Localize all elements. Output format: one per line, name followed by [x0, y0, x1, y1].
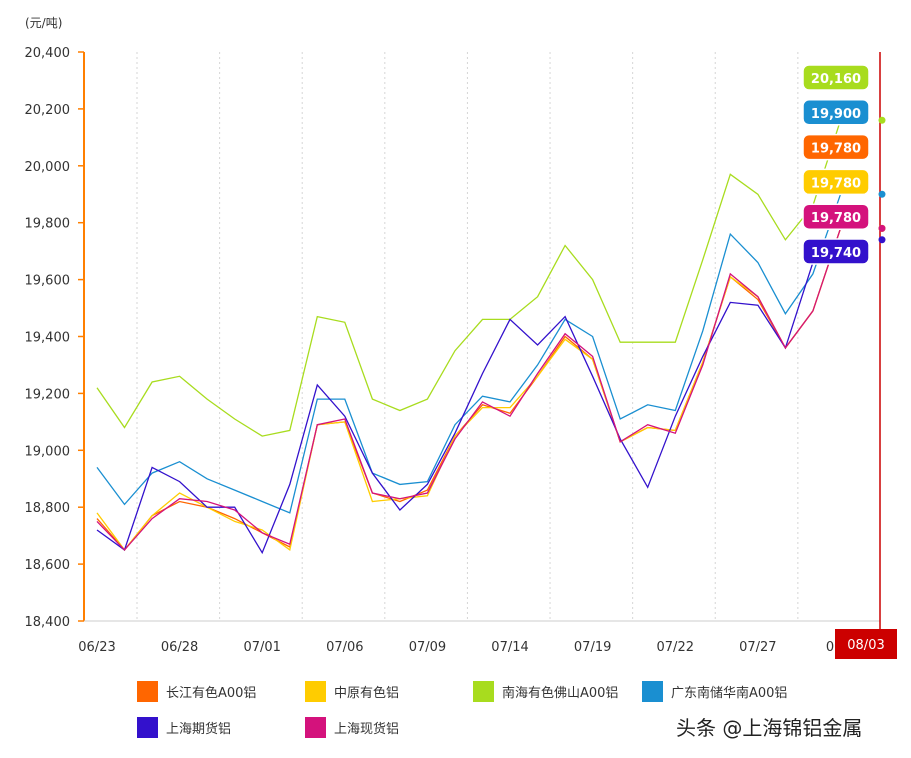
series-line-南海有色佛山A00铝: [96, 120, 842, 437]
series-line-上海现货铝: [96, 228, 842, 551]
y-tick-label: 20,000: [25, 160, 71, 175]
legend-swatch: [137, 716, 158, 738]
legend-item[interactable]: 广东南储华南A00铝: [642, 680, 787, 702]
callout-value: 20,160: [811, 72, 861, 87]
cursor-date-label: 08/03: [847, 638, 884, 653]
cursor-date-badge: [835, 629, 897, 659]
legend-label: 南海有色佛山A00铝: [502, 685, 619, 701]
callout-box: [802, 133, 870, 161]
x-tick-label: 06/28: [161, 640, 198, 655]
watermark: 头条 @上海锦铝金属: [676, 716, 863, 740]
legend-item[interactable]: 上海现货铝: [305, 716, 399, 738]
x-tick-label: 07/09: [409, 640, 446, 655]
legend-item[interactable]: 上海期货铝: [137, 716, 231, 738]
legend-swatch: [642, 680, 663, 702]
x-tick-label: 07/01: [243, 640, 280, 655]
series-line-上海期货铝: [96, 239, 841, 555]
y-tick-label: 18,800: [25, 501, 71, 516]
series-lines: [96, 120, 842, 555]
y-tick-label: 20,200: [25, 103, 71, 118]
endpoint-dot: [878, 190, 886, 198]
series-line-广东南储华南A00铝: [96, 194, 842, 514]
legend-swatch: [473, 680, 494, 702]
callout-box: [802, 64, 870, 91]
y-tick-label: 19,200: [25, 387, 71, 402]
price-line-chart: (元/吨) 18,400 18,600 18,800 19,000 19,200 19,4…: [25, 16, 897, 659]
legend-swatch: [305, 716, 326, 738]
callout-value: 19,780: [811, 176, 861, 191]
y-tick-label: 18,600: [25, 558, 71, 573]
legend-label: 中原有色铝: [334, 685, 400, 701]
legend-label: 广东南储华南A00铝: [671, 685, 788, 701]
y-axis: 18,400 18,600 18,800 19,000 19,200 19,400 19,6…: [25, 46, 85, 630]
y-tick-label: 19,400: [25, 331, 71, 346]
x-tick-label: 06/23: [78, 640, 115, 655]
x-tick-label: 07/22: [657, 640, 694, 655]
x-tick-label: 07/06: [326, 640, 363, 655]
legend-label: 长江有色A00铝: [166, 685, 257, 701]
legend-label: 上海期货铝: [166, 721, 232, 737]
callout-value: 19,780: [811, 211, 861, 226]
endpoint-dot: [878, 224, 886, 232]
callout-box: [802, 203, 870, 230]
y-tick-label: 19,800: [25, 217, 71, 232]
callout-box: [802, 168, 870, 196]
y-tick-label: 20,400: [25, 46, 71, 61]
legend-label: 上海现货铝: [334, 721, 400, 737]
x-tick-label: 07/19: [574, 640, 611, 655]
legend-item[interactable]: 长江有色A00铝: [137, 680, 256, 702]
callout-value: 19,780: [811, 142, 861, 157]
legend-item[interactable]: 中原有色铝: [305, 680, 399, 702]
y-tick-label: 19,000: [25, 444, 71, 459]
date-cursor: 08/03: [835, 52, 897, 659]
unit-label: (元/吨): [25, 16, 62, 30]
y-tick-label: 18,400: [25, 615, 71, 630]
legend-item[interactable]: 南海有色佛山A00铝: [473, 680, 618, 702]
value-callouts: 20,160 19,900 19,780 19,780 19,780 19,740: [802, 64, 870, 265]
y-tick-label: 19,600: [25, 274, 71, 289]
endpoint-dot: [878, 116, 886, 124]
callout-value: 19,900: [811, 107, 861, 122]
callout-box: [802, 99, 870, 126]
callout-box: [802, 238, 870, 265]
x-tick-label: 07/14: [491, 640, 528, 655]
endpoint-dot: [878, 236, 886, 244]
x-axis: 06/23 06/28 07/01 07/06 07/09 07/14 07/19 07/22…: [78, 620, 880, 655]
legend-swatch: [305, 680, 326, 702]
x-tick-label: 07/27: [739, 640, 776, 655]
legend-swatch: [137, 680, 158, 702]
callout-value: 19,740: [811, 246, 861, 261]
